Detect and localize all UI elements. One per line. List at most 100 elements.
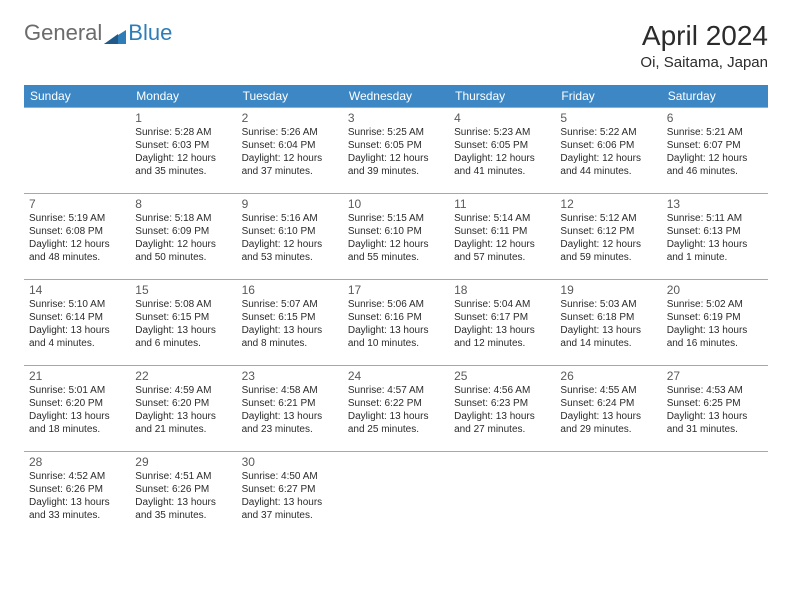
daylight-l2-text: and 59 minutes. xyxy=(560,252,656,265)
sunset-text: Sunset: 6:21 PM xyxy=(242,398,338,411)
daylight-l2-text: and 10 minutes. xyxy=(348,338,444,351)
brand-logo: General Blue xyxy=(24,20,172,46)
daylight-l1-text: Daylight: 12 hours xyxy=(242,239,338,252)
daylight-l2-text: and 55 minutes. xyxy=(348,252,444,265)
location-subtitle: Oi, Saitama, Japan xyxy=(640,54,768,71)
day-number: 21 xyxy=(29,369,125,384)
sunrise-text: Sunrise: 4:58 AM xyxy=(242,385,338,398)
calendar-cell xyxy=(662,452,768,538)
sunrise-text: Sunrise: 5:26 AM xyxy=(242,127,338,140)
calendar-row: 7Sunrise: 5:19 AMSunset: 6:08 PMDaylight… xyxy=(24,194,768,280)
day-number: 28 xyxy=(29,455,125,470)
sunset-text: Sunset: 6:16 PM xyxy=(348,312,444,325)
day-number: 18 xyxy=(454,283,550,298)
calendar-cell: 26Sunrise: 4:55 AMSunset: 6:24 PMDayligh… xyxy=(555,366,661,452)
daylight-l1-text: Daylight: 13 hours xyxy=(135,497,231,510)
daylight-l1-text: Daylight: 12 hours xyxy=(135,239,231,252)
sunrise-text: Sunrise: 4:59 AM xyxy=(135,385,231,398)
daylight-l1-text: Daylight: 13 hours xyxy=(242,411,338,424)
sunset-text: Sunset: 6:20 PM xyxy=(29,398,125,411)
daylight-l2-text: and 18 minutes. xyxy=(29,424,125,437)
daylight-l2-text: and 27 minutes. xyxy=(454,424,550,437)
sunrise-text: Sunrise: 4:50 AM xyxy=(242,471,338,484)
day-number: 6 xyxy=(667,111,763,126)
day-number: 7 xyxy=(29,197,125,212)
daylight-l1-text: Daylight: 12 hours xyxy=(242,153,338,166)
daylight-l1-text: Daylight: 13 hours xyxy=(135,325,231,338)
sunrise-text: Sunrise: 4:51 AM xyxy=(135,471,231,484)
daylight-l1-text: Daylight: 13 hours xyxy=(667,325,763,338)
calendar-cell: 27Sunrise: 4:53 AMSunset: 6:25 PMDayligh… xyxy=(662,366,768,452)
sunset-text: Sunset: 6:23 PM xyxy=(454,398,550,411)
day-header: Saturday xyxy=(662,85,768,108)
sunset-text: Sunset: 6:12 PM xyxy=(560,226,656,239)
sunrise-text: Sunrise: 4:55 AM xyxy=(560,385,656,398)
daylight-l2-text: and 35 minutes. xyxy=(135,166,231,179)
daylight-l1-text: Daylight: 13 hours xyxy=(29,497,125,510)
sunrise-text: Sunrise: 4:56 AM xyxy=(454,385,550,398)
daylight-l2-text: and 35 minutes. xyxy=(135,510,231,523)
sunset-text: Sunset: 6:11 PM xyxy=(454,226,550,239)
sunset-text: Sunset: 6:06 PM xyxy=(560,140,656,153)
daylight-l2-text: and 8 minutes. xyxy=(242,338,338,351)
sunrise-text: Sunrise: 5:11 AM xyxy=(667,213,763,226)
calendar-cell: 28Sunrise: 4:52 AMSunset: 6:26 PMDayligh… xyxy=(24,452,130,538)
day-number: 15 xyxy=(135,283,231,298)
calendar-cell: 21Sunrise: 5:01 AMSunset: 6:20 PMDayligh… xyxy=(24,366,130,452)
calendar-row: 21Sunrise: 5:01 AMSunset: 6:20 PMDayligh… xyxy=(24,366,768,452)
daylight-l2-text: and 44 minutes. xyxy=(560,166,656,179)
sunrise-text: Sunrise: 4:52 AM xyxy=(29,471,125,484)
daylight-l2-text: and 14 minutes. xyxy=(560,338,656,351)
calendar-cell: 22Sunrise: 4:59 AMSunset: 6:20 PMDayligh… xyxy=(130,366,236,452)
brand-part2: Blue xyxy=(128,20,172,46)
day-number: 22 xyxy=(135,369,231,384)
daylight-l1-text: Daylight: 13 hours xyxy=(454,411,550,424)
day-number: 2 xyxy=(242,111,338,126)
sunrise-text: Sunrise: 5:25 AM xyxy=(348,127,444,140)
day-header: Monday xyxy=(130,85,236,108)
sunrise-text: Sunrise: 5:04 AM xyxy=(454,299,550,312)
calendar-cell: 23Sunrise: 4:58 AMSunset: 6:21 PMDayligh… xyxy=(237,366,343,452)
day-number: 4 xyxy=(454,111,550,126)
daylight-l1-text: Daylight: 13 hours xyxy=(242,497,338,510)
daylight-l1-text: Daylight: 12 hours xyxy=(667,153,763,166)
calendar-cell: 14Sunrise: 5:10 AMSunset: 6:14 PMDayligh… xyxy=(24,280,130,366)
sunset-text: Sunset: 6:27 PM xyxy=(242,484,338,497)
calendar-row: 1Sunrise: 5:28 AMSunset: 6:03 PMDaylight… xyxy=(24,108,768,194)
daylight-l1-text: Daylight: 12 hours xyxy=(560,153,656,166)
calendar-cell xyxy=(449,452,555,538)
calendar-cell: 9Sunrise: 5:16 AMSunset: 6:10 PMDaylight… xyxy=(237,194,343,280)
daylight-l1-text: Daylight: 13 hours xyxy=(348,411,444,424)
daylight-l2-text: and 57 minutes. xyxy=(454,252,550,265)
day-number: 26 xyxy=(560,369,656,384)
day-number: 9 xyxy=(242,197,338,212)
daylight-l1-text: Daylight: 13 hours xyxy=(135,411,231,424)
calendar-cell: 15Sunrise: 5:08 AMSunset: 6:15 PMDayligh… xyxy=(130,280,236,366)
day-number: 23 xyxy=(242,369,338,384)
calendar-cell: 24Sunrise: 4:57 AMSunset: 6:22 PMDayligh… xyxy=(343,366,449,452)
daylight-l2-text: and 4 minutes. xyxy=(29,338,125,351)
daylight-l2-text: and 50 minutes. xyxy=(135,252,231,265)
calendar-cell: 17Sunrise: 5:06 AMSunset: 6:16 PMDayligh… xyxy=(343,280,449,366)
sunrise-text: Sunrise: 4:53 AM xyxy=(667,385,763,398)
day-number: 20 xyxy=(667,283,763,298)
sunset-text: Sunset: 6:26 PM xyxy=(29,484,125,497)
daylight-l2-text: and 41 minutes. xyxy=(454,166,550,179)
sunset-text: Sunset: 6:10 PM xyxy=(348,226,444,239)
daylight-l1-text: Daylight: 13 hours xyxy=(29,411,125,424)
day-number: 24 xyxy=(348,369,444,384)
daylight-l2-text: and 53 minutes. xyxy=(242,252,338,265)
calendar-cell: 13Sunrise: 5:11 AMSunset: 6:13 PMDayligh… xyxy=(662,194,768,280)
daylight-l2-text: and 12 minutes. xyxy=(454,338,550,351)
daylight-l2-text: and 29 minutes. xyxy=(560,424,656,437)
sunrise-text: Sunrise: 5:10 AM xyxy=(29,299,125,312)
day-number: 14 xyxy=(29,283,125,298)
daylight-l1-text: Daylight: 13 hours xyxy=(667,239,763,252)
sunset-text: Sunset: 6:14 PM xyxy=(29,312,125,325)
sunset-text: Sunset: 6:15 PM xyxy=(242,312,338,325)
day-number: 27 xyxy=(667,369,763,384)
day-number: 29 xyxy=(135,455,231,470)
daylight-l2-text: and 21 minutes. xyxy=(135,424,231,437)
calendar-cell: 7Sunrise: 5:19 AMSunset: 6:08 PMDaylight… xyxy=(24,194,130,280)
header: General Blue April 2024 Oi, Saitama, Jap… xyxy=(24,20,768,71)
